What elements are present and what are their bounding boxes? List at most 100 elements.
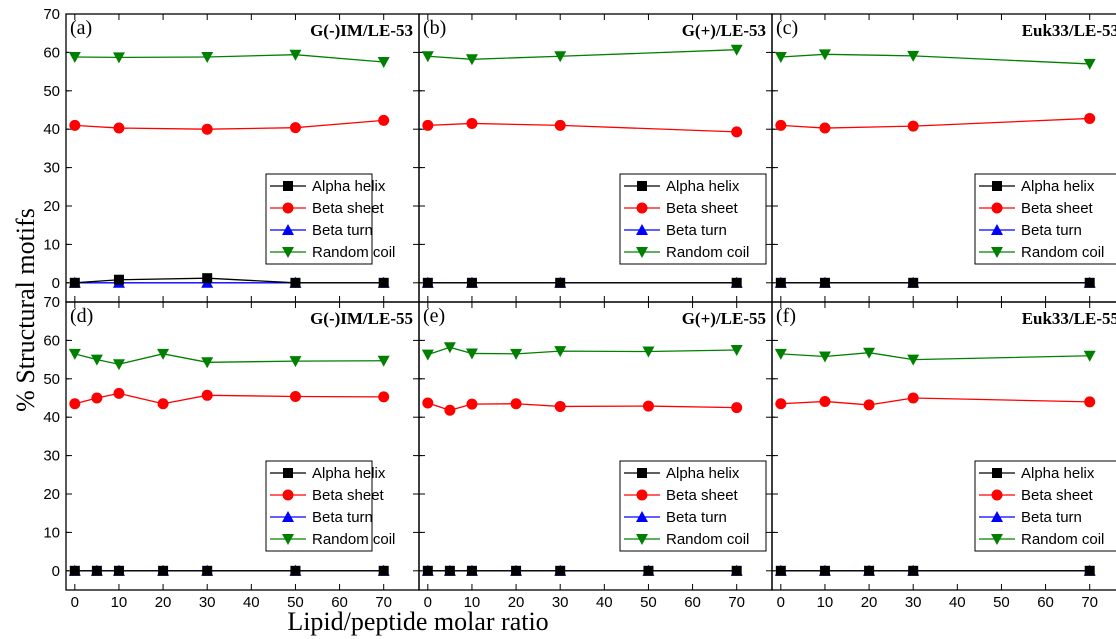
data-point — [91, 392, 103, 404]
legend-label: Beta sheet — [1021, 200, 1094, 217]
legend-marker — [283, 181, 293, 191]
panel-d: 0 10 20 30 40 50 60 70 0 10 20 30 40 50 60 70 (d) G(-)IM/… — [43, 294, 420, 611]
data-point — [290, 565, 301, 576]
legend-marker — [282, 202, 294, 214]
data-point — [907, 50, 920, 62]
data-point — [68, 52, 81, 64]
y-tick-label: 0 — [52, 275, 60, 292]
panel-letter: (d) — [70, 305, 93, 327]
data-point — [774, 52, 787, 64]
series-alpha-helix — [775, 277, 1095, 288]
x-tick-label: 60 — [1037, 594, 1054, 611]
data-point — [201, 123, 213, 135]
data-point — [422, 277, 433, 288]
legend-label: Beta sheet — [666, 487, 739, 504]
legend-label: Random coil — [312, 531, 395, 548]
x-tick-label: 50 — [993, 594, 1010, 611]
x-tick-label: 50 — [640, 594, 657, 611]
series-beta-sheet — [69, 114, 390, 135]
y-tick-label: 40 — [43, 409, 60, 426]
series-random-coil — [774, 49, 1096, 70]
data-point — [731, 126, 743, 138]
x-tick-label: 10 — [817, 594, 834, 611]
panel-title: G(-)IM/LE-55 — [310, 309, 413, 328]
x-tick-label: 10 — [464, 594, 481, 611]
data-point — [202, 273, 213, 284]
legend-marker — [637, 181, 647, 191]
data-point — [444, 404, 456, 416]
x-tick-label: 30 — [552, 594, 569, 611]
panel-letter: (c) — [776, 17, 798, 39]
y-tick-label: 40 — [43, 121, 60, 138]
legend-marker — [992, 181, 1002, 191]
panel-e: 0 10 20 30 40 50 60 70 (e) G(+)/LE-55 Alpha helix B… — [418, 301, 773, 611]
data-point — [908, 277, 919, 288]
data-point — [510, 348, 523, 360]
y-tick-label: 70 — [43, 294, 60, 311]
panel-title: Euk33/LE-55 — [1022, 309, 1116, 328]
legend-label: Beta turn — [1021, 509, 1082, 526]
legend-label: Alpha helix — [312, 465, 386, 482]
data-point — [421, 349, 434, 361]
data-point — [555, 277, 566, 288]
data-point — [775, 398, 787, 410]
legend-marker — [636, 202, 648, 214]
x-tick-label: 70 — [375, 594, 392, 611]
data-point — [113, 274, 124, 285]
y-tick-label: 30 — [43, 160, 60, 177]
data-point — [112, 52, 125, 64]
data-point — [69, 119, 81, 131]
data-point — [554, 51, 567, 63]
data-point — [421, 51, 434, 63]
legend: Alpha helix Beta sheet Beta turn Random coi… — [265, 173, 395, 265]
panel-letter: (a) — [70, 17, 92, 39]
y-tick-label: 60 — [43, 332, 60, 349]
data-point — [378, 391, 390, 403]
data-point — [554, 119, 566, 131]
data-point — [775, 119, 787, 131]
data-point — [91, 565, 102, 576]
data-point — [907, 354, 920, 366]
panel-b: (b) G(+)/LE-53 Alpha helix Beta sheet Beta t… — [418, 13, 773, 303]
x-tick-label: 40 — [949, 594, 966, 611]
x-tick-label: 0 — [777, 594, 785, 611]
y-tick-label: 60 — [43, 44, 60, 61]
series-beta-sheet — [775, 392, 1096, 411]
legend-marker — [991, 224, 1003, 235]
legend-marker — [636, 247, 648, 258]
legend-marker — [636, 489, 648, 501]
data-point — [555, 565, 566, 576]
data-point — [202, 565, 213, 576]
series-alpha-helix — [69, 273, 389, 288]
data-point — [466, 277, 477, 288]
legend-label: Random coil — [1021, 531, 1104, 548]
data-point — [90, 354, 103, 366]
data-point — [775, 277, 786, 288]
data-point — [774, 348, 787, 360]
legend-marker — [282, 247, 294, 258]
legend: Alpha helix Beta sheet Beta turn Random coi… — [974, 460, 1116, 552]
data-point — [818, 49, 831, 61]
series-line — [780, 117, 1090, 129]
data-point — [158, 565, 169, 576]
legend-label: Beta sheet — [312, 487, 385, 504]
data-point — [642, 400, 654, 412]
legend-label: Random coil — [666, 244, 749, 261]
legend-label: Alpha helix — [1021, 465, 1095, 482]
legend-label: Beta turn — [1021, 222, 1082, 239]
data-point — [422, 565, 433, 576]
legend-marker — [282, 534, 294, 545]
data-point — [289, 390, 301, 402]
legend-label: Beta turn — [666, 509, 727, 526]
series-alpha-helix — [422, 565, 742, 576]
y-tick-label: 70 — [43, 6, 60, 23]
data-point — [69, 277, 80, 288]
data-point — [466, 117, 478, 129]
legend-marker — [991, 489, 1003, 501]
data-point — [1084, 277, 1095, 288]
panel-a: 0 10 20 30 40 50 60 70 (a) G(-)IM/LE-53 Alpha heli… — [43, 6, 420, 303]
data-point — [465, 54, 478, 66]
data-point — [68, 348, 81, 360]
data-point — [466, 398, 478, 410]
